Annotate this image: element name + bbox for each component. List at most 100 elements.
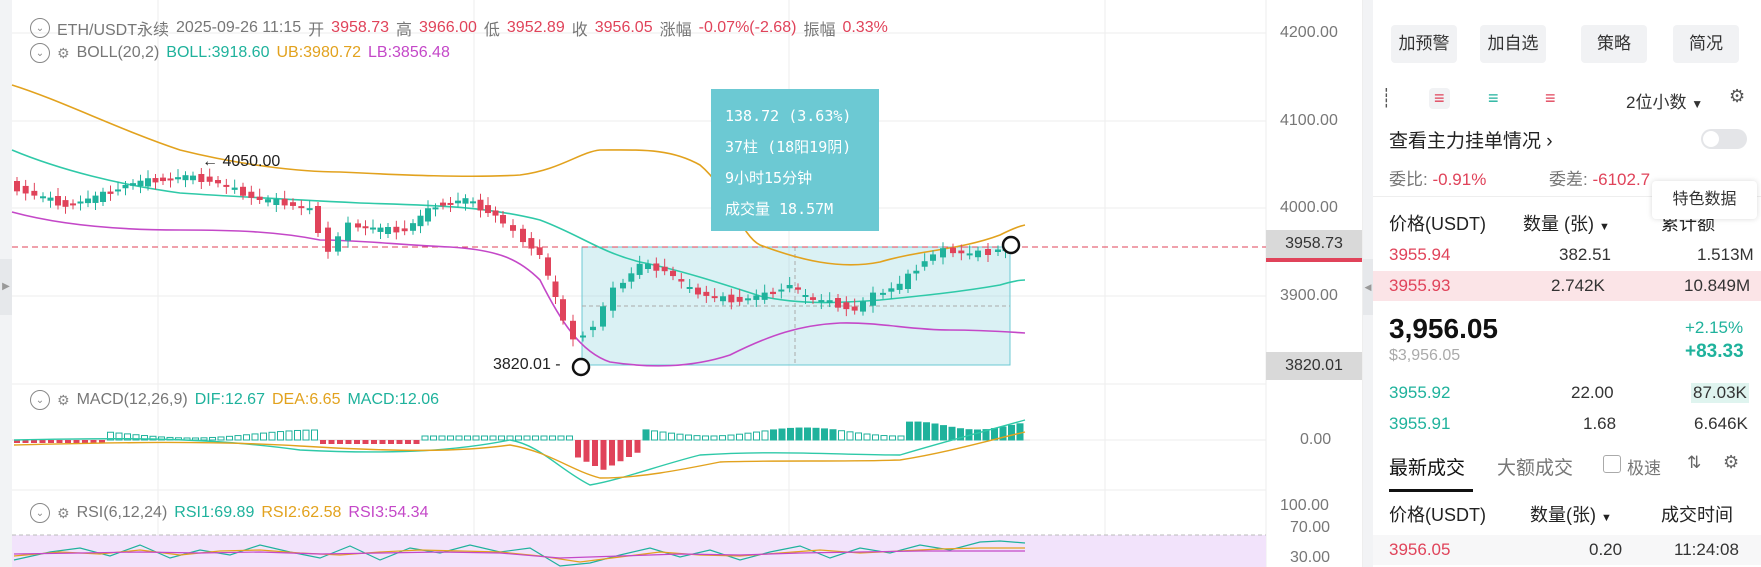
special-data-tag[interactable]: 特色数据: [1652, 181, 1757, 219]
bid-price: 3955.92: [1389, 383, 1451, 402]
macd-bar: [940, 425, 947, 441]
candle-body: [802, 295, 809, 297]
last-price-usd: $3,956.05: [1389, 347, 1461, 364]
macd-bar: [795, 427, 803, 441]
macd-bar: [405, 440, 411, 444]
macd-bar: [515, 435, 522, 441]
macd-bar: [693, 435, 701, 441]
bid-row[interactable]: 3955.91 1.68 6.646K: [1373, 409, 1761, 439]
bell-icon[interactable]: ⚙: [57, 391, 70, 408]
settings-icon[interactable]: ⚙: [1729, 86, 1746, 106]
trades-header-qty[interactable]: 数量(张) ▼: [1530, 501, 1612, 527]
macd-bar: [268, 431, 276, 441]
macd-bar: [676, 433, 684, 441]
open-label: 开: [308, 22, 325, 39]
rsi-name: RSI(6,12,24): [76, 504, 168, 521]
macd-bar: [600, 440, 607, 470]
high-annotation: ← 4050.00: [202, 153, 281, 170]
orderbook-both-icon[interactable]: ≡: [1429, 88, 1450, 109]
bid-ask-diff: 委差: -6102.7: [1549, 165, 1650, 190]
orderbook-header-qty[interactable]: 数量 (张) ▼: [1523, 210, 1610, 236]
macd-bar: [430, 435, 437, 441]
chart-grid: [12, 0, 1267, 567]
macd-bar: [481, 435, 488, 441]
macd-bar: [923, 422, 930, 441]
macd-bar: [626, 440, 632, 457]
add-watchlist-button[interactable]: 加自选: [1480, 25, 1546, 63]
layout-icon[interactable]: ┊: [1381, 88, 1392, 108]
chevron-down-icon[interactable]: ⌄: [30, 390, 50, 410]
strategy-button[interactable]: 策略: [1581, 25, 1647, 63]
candle-body: [477, 199, 484, 211]
macd-bar: [838, 430, 845, 441]
macd-bar: [99, 440, 105, 443]
chevron-down-icon[interactable]: ⌄: [30, 43, 50, 63]
overview-button[interactable]: 简况: [1673, 25, 1739, 63]
candle-body: [661, 266, 668, 272]
macd-bar: [744, 432, 752, 441]
ask-row[interactable]: 3955.94 382.51 1.513M: [1373, 240, 1761, 270]
macd-bar: [1016, 423, 1024, 441]
candle-body: [761, 292, 768, 300]
macd-dea-value: DEA:6.65: [271, 391, 341, 408]
candle-body: [325, 227, 331, 252]
settings-icon[interactable]: ⚙: [1723, 452, 1740, 472]
chart-area[interactable]: ▶: [0, 0, 1362, 567]
close-label: 收: [571, 22, 588, 39]
chevron-down-icon[interactable]: ⌄: [30, 503, 50, 523]
orderbook-asks-icon[interactable]: ≡: [1545, 88, 1556, 108]
macd-bar: [362, 440, 369, 444]
candle-body: [432, 207, 439, 210]
bid-row[interactable]: 3955.92 22.00 87.03K: [1373, 378, 1761, 408]
macd-bar: [592, 440, 598, 466]
rsi-legend: ⌄ ⚙ RSI(6,12,24) RSI1:69.89 RSI2:62.58 R…: [30, 503, 428, 523]
candle-body: [510, 225, 516, 231]
fast-mode-checkbox[interactable]: [1603, 455, 1621, 473]
candle-body: [958, 250, 965, 254]
macd-bar: [217, 436, 225, 441]
candle-body: [447, 202, 454, 205]
add-alert-button[interactable]: 加预警: [1391, 25, 1457, 63]
main-orders-toggle[interactable]: [1701, 129, 1747, 149]
macd-bar: [982, 429, 990, 441]
candle-body: [745, 298, 751, 301]
bid-total: 87.03K: [1691, 383, 1749, 403]
candle-body: [921, 261, 928, 267]
high-annotation-value: 4050.00: [222, 153, 281, 170]
datetime-label: 2025-09-26 11:15: [176, 19, 302, 36]
candle-body: [62, 200, 69, 207]
collapse-left-toggle[interactable]: ▶: [0, 259, 12, 315]
macd-bar: [557, 435, 565, 441]
tab-large-trades[interactable]: 大额成交: [1497, 458, 1574, 479]
chevron-down-icon[interactable]: ⌄: [30, 18, 50, 38]
change-percent: +2.15%: [1685, 318, 1744, 337]
collapse-right-toggle[interactable]: ◀: [1363, 259, 1373, 315]
macd-bar: [396, 440, 403, 444]
candle-body: [995, 249, 1001, 252]
candle-body: [695, 287, 701, 295]
candle-body: [888, 288, 895, 292]
candle-body: [167, 178, 174, 181]
tab-latest-trades[interactable]: 最新成交: [1389, 458, 1466, 479]
candle-body: [470, 201, 476, 204]
macd-bar: [651, 430, 658, 441]
macd-bar: [39, 440, 46, 443]
trade-qty: 0.20: [1589, 540, 1623, 559]
macd-bar: [659, 431, 667, 441]
bell-icon[interactable]: ⚙: [57, 44, 70, 61]
decimals-select[interactable]: 2位小数 ▼: [1626, 88, 1703, 113]
main-orders-link[interactable]: 查看主力挂单情况 ›: [1389, 126, 1553, 153]
chart-canvas[interactable]: [0, 0, 1362, 567]
macd-bar: [617, 440, 624, 462]
ask-row[interactable]: 3955.93 2.742K 10.849M: [1373, 271, 1761, 301]
sort-icon[interactable]: ⇅: [1687, 453, 1702, 472]
macd-bar: [192, 437, 199, 441]
bell-icon[interactable]: ⚙: [57, 504, 70, 521]
candle-body: [770, 291, 776, 295]
trade-price: 3956.05: [1389, 540, 1451, 559]
macd-bar: [354, 440, 360, 444]
candle-body: [835, 298, 841, 308]
orderbook-header-price: 价格(USDT): [1389, 214, 1486, 234]
candle-body: [410, 223, 416, 231]
orderbook-bids-icon[interactable]: ≡: [1488, 88, 1499, 108]
